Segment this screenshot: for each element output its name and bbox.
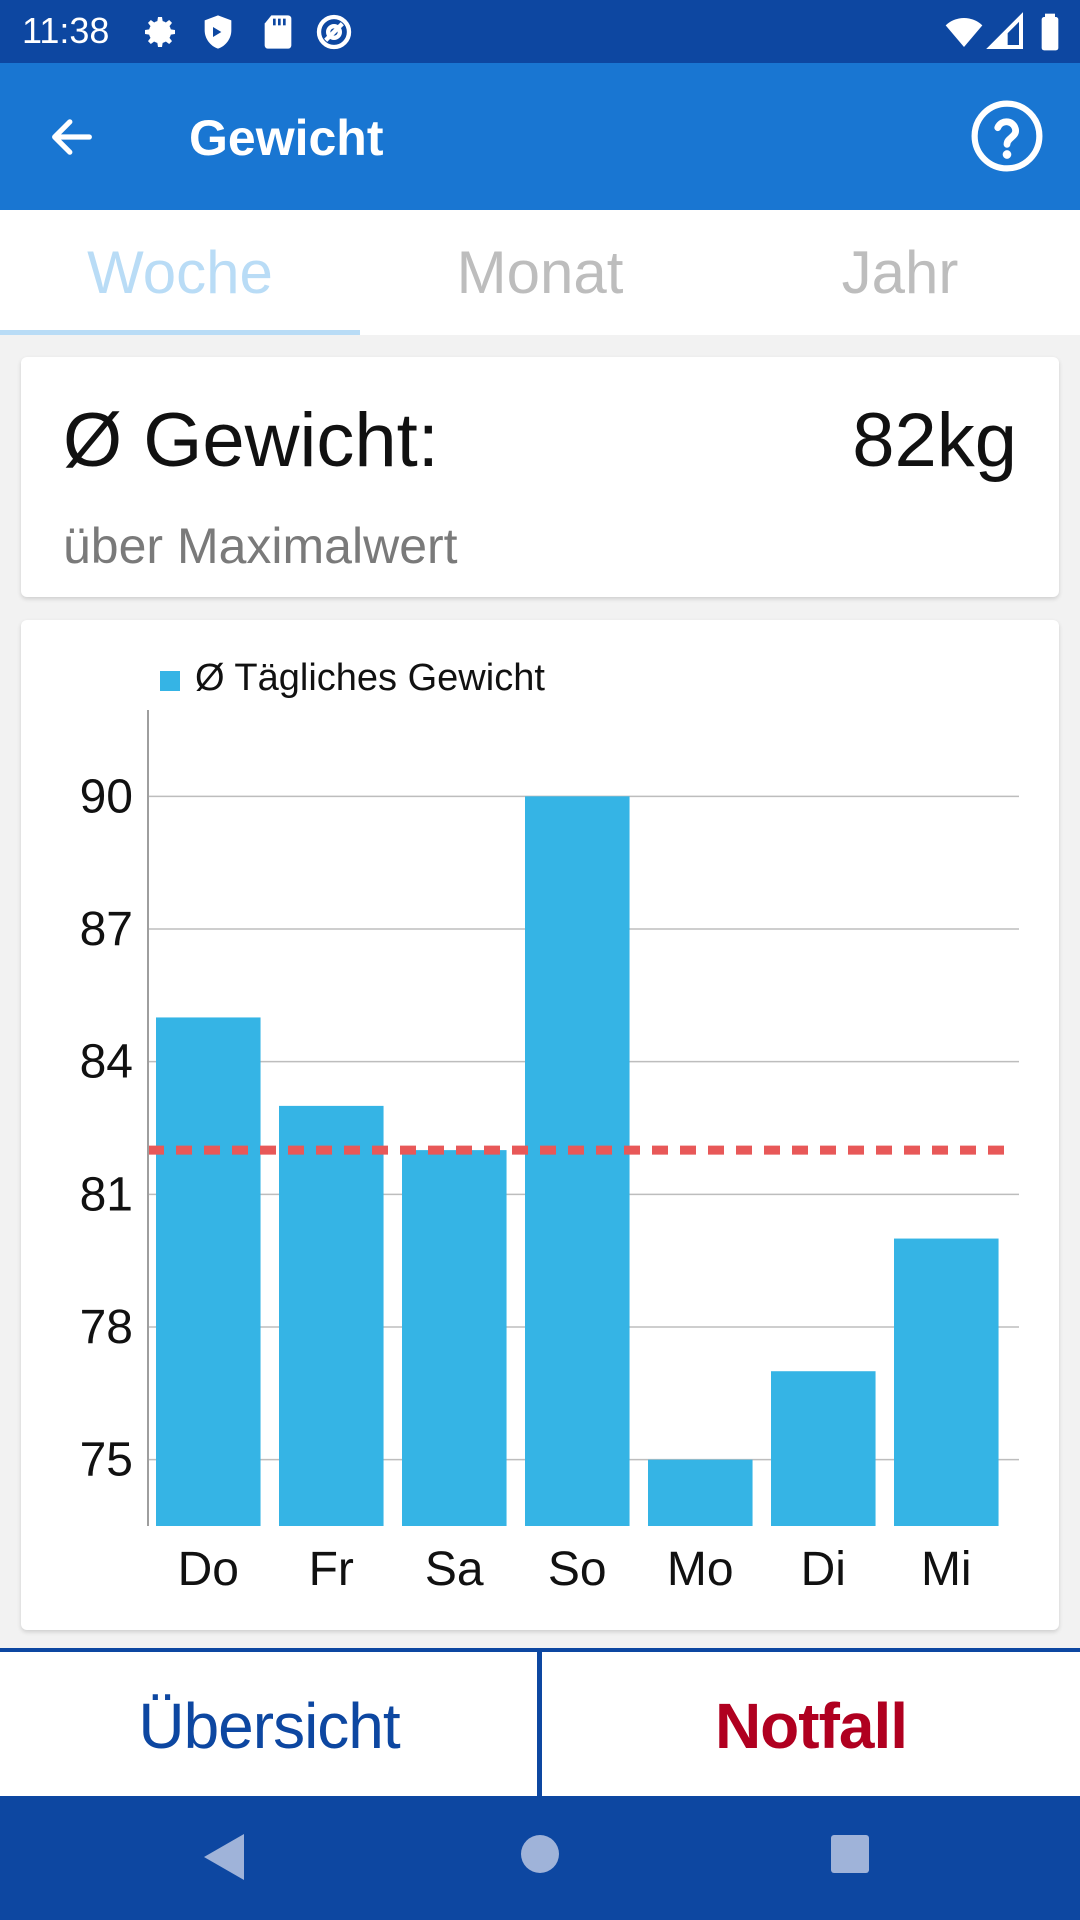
legend-label: Ø Tägliches Gewicht bbox=[195, 657, 545, 699]
x-tick-label: Sa bbox=[425, 1543, 484, 1596]
y-tick-label: 90 bbox=[80, 770, 133, 823]
app-bar: Gewicht bbox=[0, 63, 1080, 210]
bar bbox=[279, 1105, 384, 1526]
bar bbox=[894, 1238, 999, 1526]
average-weight-sublabel: über Maximalwert bbox=[63, 518, 458, 574]
system-nav-bar bbox=[0, 1796, 1080, 1920]
home-circle-icon[interactable] bbox=[520, 1834, 560, 1874]
back-triangle-icon[interactable] bbox=[202, 1832, 246, 1882]
x-tick-label: Mo bbox=[667, 1543, 734, 1596]
recents-square-icon[interactable] bbox=[830, 1834, 870, 1874]
wifi-icon bbox=[945, 18, 983, 47]
overview-button[interactable]: Übersicht bbox=[138, 1690, 400, 1762]
at-sign-icon bbox=[316, 14, 352, 50]
gear-icon bbox=[145, 17, 175, 47]
x-tick-label: Fr bbox=[309, 1543, 354, 1596]
bar bbox=[525, 796, 630, 1526]
weight-bar-chart: Ø Tägliches Gewicht 75 78 81 84 87 90 Do Fr Sa So… bbox=[80, 657, 1019, 1596]
legend-swatch bbox=[160, 671, 180, 691]
y-tick-label: 78 bbox=[80, 1301, 133, 1354]
bar bbox=[156, 1017, 261, 1526]
bottom-nav: Übersicht Notfall bbox=[0, 1648, 1080, 1800]
page-title: Gewicht bbox=[189, 110, 384, 166]
y-tick-label: 87 bbox=[80, 903, 133, 956]
bar bbox=[648, 1459, 753, 1526]
y-tick-label: 75 bbox=[80, 1434, 133, 1487]
chart-card: Ø Tägliches Gewicht 75 78 81 84 87 90 Do Fr Sa So… bbox=[21, 620, 1059, 1630]
battery-icon bbox=[1041, 13, 1059, 51]
bar bbox=[771, 1371, 876, 1526]
x-tick-label: So bbox=[548, 1543, 607, 1596]
status-time: 11:38 bbox=[22, 10, 110, 51]
summary-card: Ø Gewicht: 82kg über Maximalwert bbox=[21, 357, 1059, 597]
emergency-button[interactable]: Notfall bbox=[714, 1690, 908, 1762]
tab-jahr[interactable]: Jahr bbox=[841, 239, 959, 306]
period-tabs: Woche Monat Jahr bbox=[0, 210, 1080, 335]
shield-icon bbox=[204, 15, 232, 49]
x-tick-label: Mi bbox=[921, 1543, 972, 1596]
tab-monat[interactable]: Monat bbox=[456, 239, 624, 306]
average-weight-value: 82kg bbox=[852, 398, 1017, 483]
bar bbox=[402, 1150, 507, 1526]
tab-woche[interactable]: Woche bbox=[87, 239, 273, 306]
sd-card-icon bbox=[264, 15, 292, 49]
y-tick-label: 84 bbox=[80, 1036, 133, 1089]
y-tick-label: 81 bbox=[80, 1168, 133, 1221]
help-circle-icon[interactable] bbox=[970, 99, 1044, 173]
x-tick-label: Do bbox=[178, 1543, 239, 1596]
signal-icon bbox=[986, 12, 1023, 49]
status-bar: 11:38 bbox=[0, 0, 1080, 63]
tab-indicator bbox=[0, 330, 360, 335]
x-tick-label: Di bbox=[801, 1543, 846, 1596]
bottom-nav-divider bbox=[537, 1652, 542, 1800]
average-weight-label: Ø Gewicht: bbox=[63, 398, 439, 483]
arrow-left-icon[interactable] bbox=[46, 111, 98, 163]
